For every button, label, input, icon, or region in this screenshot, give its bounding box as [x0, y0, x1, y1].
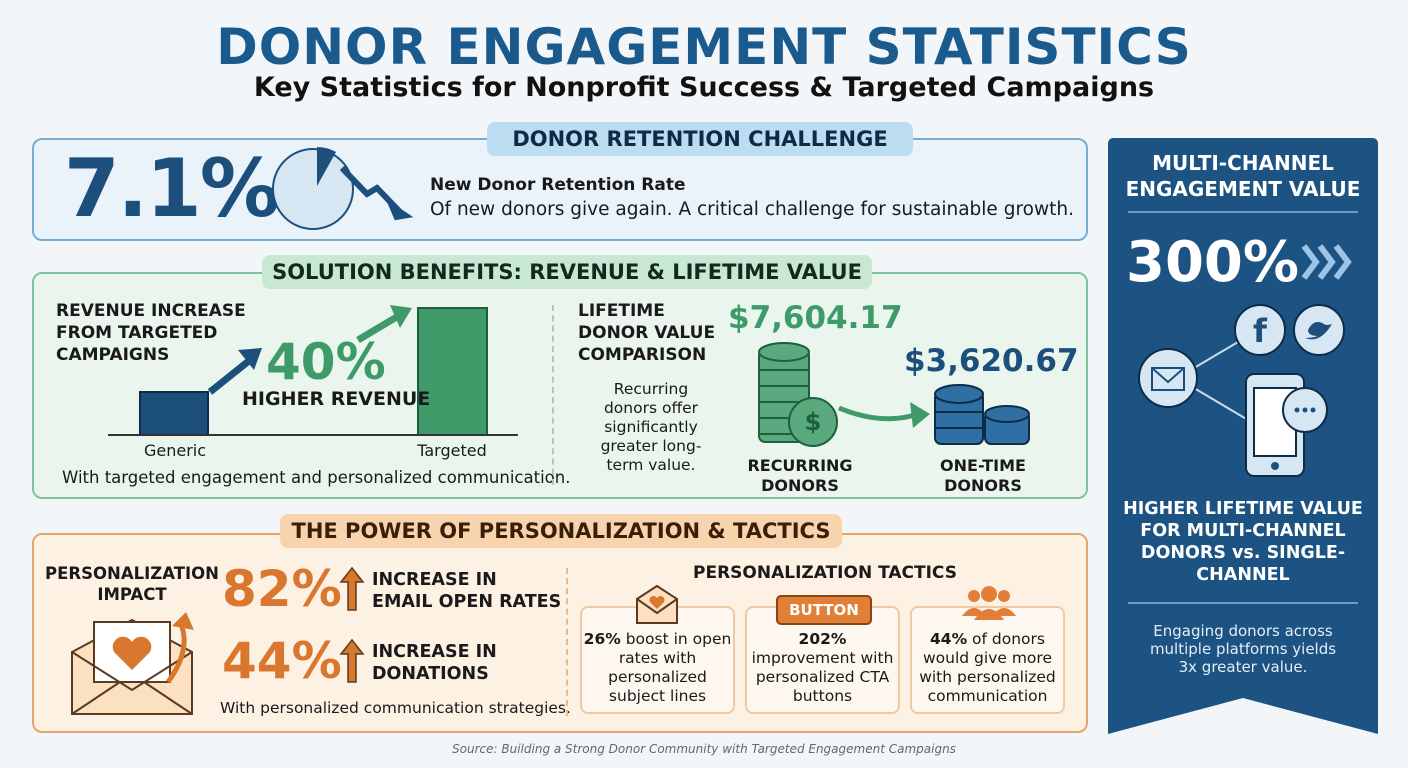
- tactic-highlight: 44%: [930, 630, 968, 648]
- bar-label: Targeted: [417, 441, 487, 460]
- divider: [552, 305, 554, 485]
- revenue-note: With targeted engagement and personalize…: [62, 468, 571, 487]
- multichannel-heading: MULTI-CHANNEL ENGAGEMENT VALUE: [1125, 151, 1361, 201]
- revenue-stat: 40%: [266, 333, 386, 391]
- benefits-heading: SOLUTION BENEFITS: REVENUE & LIFETIME VA…: [262, 255, 872, 289]
- tactics-title: PERSONALIZATION TACTICS: [693, 563, 957, 583]
- people-icon: [962, 586, 1016, 620]
- source: Source: Building a Strong Donor Communit…: [452, 742, 956, 756]
- tactic-card: 26% boost in open rates with personalize…: [580, 606, 735, 714]
- tactic-highlight: 26%: [583, 630, 621, 648]
- lifetime-text: Recurring donors offer significantly gre…: [600, 380, 702, 474]
- button-icon: BUTTON: [776, 595, 872, 625]
- divider: [566, 568, 568, 716]
- retention-label: New Donor Retention Rate: [430, 175, 686, 195]
- retention-heading: DONOR RETENTION CHALLENGE: [487, 122, 913, 156]
- svg-text:f: f: [1253, 312, 1268, 350]
- revenue-stat-label: HIGHER REVENUE: [242, 388, 431, 410]
- retention-stat: 7.1%: [64, 142, 280, 235]
- tactic-highlight: 202%: [798, 630, 847, 648]
- coins-icon: $: [758, 342, 1030, 447]
- multichannel-panel: f: [1108, 138, 1378, 734]
- tactic-text: boost in open rates with personalized su…: [608, 630, 732, 705]
- multichannel-stat: 300%: [1126, 230, 1300, 295]
- stat-label: INCREASE IN DONATIONS: [372, 642, 497, 684]
- benefits-panel: [32, 272, 1088, 499]
- multichannel-label: HIGHER LIFETIME VALUE FOR MULTI-CHANNEL …: [1123, 499, 1363, 585]
- tactic-text: of donors would give more with personali…: [919, 630, 1056, 705]
- recurring-label: RECURRING DONORS: [747, 456, 853, 495]
- personalization-heading: THE POWER OF PERSONALIZATION & TACTICS: [280, 514, 842, 548]
- pie-icon: [272, 147, 414, 230]
- bar-label: Generic: [143, 441, 207, 460]
- tactic-text: improvement with personalized CTA button…: [751, 649, 894, 705]
- svg-text:$: $: [805, 408, 822, 436]
- mail-icon: [636, 584, 678, 624]
- lifetime-title: LIFETIME DONOR VALUE COMPARISON: [578, 301, 716, 365]
- multichannel-text: Engaging donors across multiple platform…: [1149, 622, 1337, 676]
- stat: 82%: [222, 560, 342, 618]
- envelope-icon: [71, 612, 194, 715]
- tactic-card: 44% of donors would give more with perso…: [910, 606, 1065, 714]
- title: DONOR ENGAGEMENT STATISTICS: [216, 18, 1192, 76]
- stat-label: INCREASE IN EMAIL OPEN RATES: [372, 570, 562, 612]
- recurring-value: $7,604.17: [728, 300, 903, 336]
- retention-text: Of new donors give again. A critical cha…: [430, 199, 1074, 220]
- onetime-label: ONE-TIME DONORS: [940, 456, 1026, 495]
- revenue-bars: [108, 305, 518, 436]
- revenue-title: REVENUE INCREASE FROM TARGETED CAMPAIGNS: [56, 301, 246, 365]
- onetime-value: $3,620.67: [904, 343, 1079, 379]
- up-arrows: [339, 566, 365, 683]
- stat: 44%: [222, 632, 342, 690]
- subtitle: Key Statistics for Nonprofit Success & T…: [253, 72, 1155, 103]
- personalization-note: With personalized communication strategi…: [220, 699, 571, 717]
- impact-title: PERSONALIZATION IMPACT: [45, 564, 219, 604]
